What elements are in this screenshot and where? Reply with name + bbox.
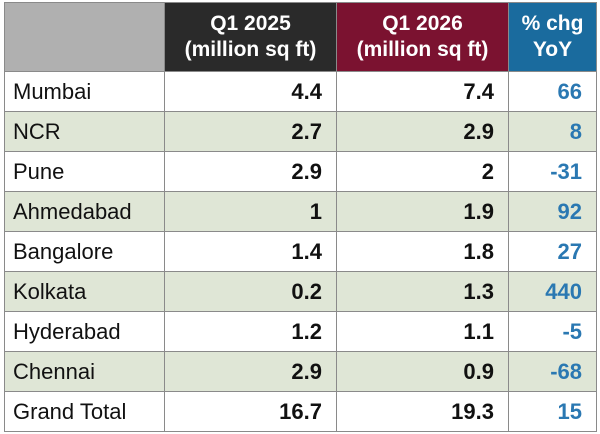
cell-chg: 15 (508, 391, 597, 432)
table-row: Kolkata 0.2 1.3 440 (4, 271, 597, 312)
header-q1-2026-line1: Q1 2026 (382, 12, 463, 35)
cell-city: Pune (4, 151, 165, 192)
cell-chg: -5 (508, 311, 597, 352)
header-pct-chg: % chg YoY (508, 2, 597, 72)
cell-q1-2026: 1.3 (336, 271, 509, 312)
cell-q1-2026: 19.3 (336, 391, 509, 432)
cell-city: Bangalore (4, 231, 165, 272)
cell-city: Chennai (4, 351, 165, 392)
cell-chg: 92 (508, 191, 597, 232)
header-row: Q1 2025 (million sq ft) Q1 2026 (million… (4, 2, 597, 72)
cell-chg: -31 (508, 151, 597, 192)
cell-q1-2025: 0.2 (164, 271, 337, 312)
cell-chg: 27 (508, 231, 597, 272)
header-pct-chg-line1: % chg (521, 12, 584, 35)
cell-q1-2025: 2.9 (164, 351, 337, 392)
cell-q1-2026: 0.9 (336, 351, 509, 392)
table-row: Ahmedabad 1 1.9 92 (4, 191, 597, 232)
table-body: Mumbai 4.4 7.4 66 NCR 2.7 2.9 8 Pune 2.9 2 -31 Ahmed… (4, 71, 597, 432)
table-row: Pune 2.9 2 -31 (4, 151, 597, 192)
cell-q1-2025: 2.9 (164, 151, 337, 192)
table-row: NCR 2.7 2.9 8 (4, 111, 597, 152)
header-corner-cell (4, 2, 165, 72)
header-pct-chg-line2: YoY (532, 38, 573, 61)
cell-city: Hyderabad (4, 311, 165, 352)
cell-q1-2025: 16.7 (164, 391, 337, 432)
cell-city: Mumbai (4, 71, 165, 112)
cell-city: Kolkata (4, 271, 165, 312)
table-row: Chennai 2.9 0.9 -68 (4, 351, 597, 392)
cell-q1-2026: 7.4 (336, 71, 509, 112)
header-q1-2025-line2: (million sq ft) (184, 38, 317, 61)
cell-q1-2026: 2.9 (336, 111, 509, 152)
cell-city: NCR (4, 111, 165, 152)
cell-q1-2025: 4.4 (164, 71, 337, 112)
cell-q1-2025: 1 (164, 191, 337, 232)
cell-q1-2025: 2.7 (164, 111, 337, 152)
table-row: Hyderabad 1.2 1.1 -5 (4, 311, 597, 352)
cell-city: Grand Total (4, 391, 165, 432)
table-row: Mumbai 4.4 7.4 66 (4, 71, 597, 112)
table-row: Grand Total 16.7 19.3 15 (4, 391, 597, 432)
cell-city: Ahmedabad (4, 191, 165, 232)
table-row: Bangalore 1.4 1.8 27 (4, 231, 597, 272)
header-q1-2026-line2: (million sq ft) (356, 38, 489, 61)
cell-chg: 8 (508, 111, 597, 152)
cell-q1-2026: 1.9 (336, 191, 509, 232)
leasing-table: Q1 2025 (million sq ft) Q1 2026 (million… (4, 2, 597, 432)
header-q1-2025-line1: Q1 2025 (210, 12, 291, 35)
cell-chg: -68 (508, 351, 597, 392)
cell-q1-2025: 1.2 (164, 311, 337, 352)
cell-q1-2025: 1.4 (164, 231, 337, 272)
cell-chg: 440 (508, 271, 597, 312)
header-q1-2025: Q1 2025 (million sq ft) (164, 2, 337, 72)
cell-q1-2026: 1.8 (336, 231, 509, 272)
table-header: Q1 2025 (million sq ft) Q1 2026 (million… (4, 2, 597, 72)
cell-q1-2026: 1.1 (336, 311, 509, 352)
cell-chg: 66 (508, 71, 597, 112)
cell-q1-2026: 2 (336, 151, 509, 192)
header-q1-2026: Q1 2026 (million sq ft) (336, 2, 509, 72)
